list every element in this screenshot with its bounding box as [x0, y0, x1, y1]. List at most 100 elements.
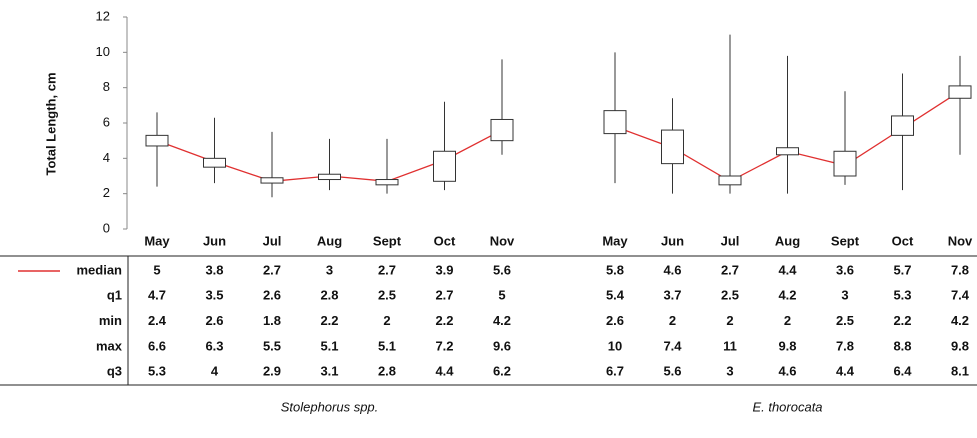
- table-value: 5.8: [606, 262, 624, 277]
- table-value: 5.6: [663, 364, 681, 379]
- table-value: 6.7: [606, 364, 624, 379]
- table-value: 2: [784, 313, 791, 328]
- table-value: 2.9: [263, 364, 281, 379]
- x-tick-label: Jul: [721, 233, 740, 248]
- box: [661, 129, 684, 165]
- table-value: 5.3: [148, 364, 166, 379]
- table-value: 5.1: [320, 338, 338, 353]
- table-value: 10: [608, 338, 622, 353]
- table-value: 2.6: [205, 313, 223, 328]
- table-value: 5: [498, 288, 505, 303]
- x-tick-label: Oct: [892, 233, 914, 248]
- row-label: min: [99, 313, 122, 328]
- table-value: 4.2: [493, 313, 511, 328]
- table-value: 3.1: [320, 364, 338, 379]
- y-tick-label: 6: [103, 114, 110, 129]
- table-value: 3.6: [836, 262, 854, 277]
- table-value: 3: [726, 364, 733, 379]
- table-value: 5.3: [893, 288, 911, 303]
- table-value: 2.7: [435, 288, 453, 303]
- table-value: 9.8: [778, 338, 796, 353]
- table-value: 4.2: [778, 288, 796, 303]
- table-value: 3.5: [205, 288, 223, 303]
- table-value: 2: [669, 313, 676, 328]
- box: [776, 147, 799, 156]
- box: [948, 85, 972, 99]
- table-value: 7.2: [435, 338, 453, 353]
- y-tick-label: 10: [96, 44, 110, 59]
- x-tick-label: Oct: [434, 233, 456, 248]
- table-value: 2.8: [320, 288, 338, 303]
- table-value: 4: [211, 364, 219, 379]
- table-value: 2: [726, 313, 733, 328]
- table-value: 3.8: [205, 262, 223, 277]
- box: [891, 115, 914, 136]
- table-value: 2.4: [148, 313, 167, 328]
- x-tick-label: May: [144, 233, 170, 248]
- group-label: E. thorocata: [752, 399, 822, 414]
- y-tick-label: 0: [103, 220, 110, 235]
- table-value: 6.6: [148, 338, 166, 353]
- table-value: 4.4: [435, 364, 454, 379]
- table-value: 4.2: [951, 313, 969, 328]
- box: [318, 173, 341, 181]
- table-value: 2.5: [836, 313, 854, 328]
- x-tick-label: May: [602, 233, 628, 248]
- table-value: 2.6: [606, 313, 624, 328]
- x-tick-label: Aug: [775, 233, 800, 248]
- table-value: 7.4: [663, 338, 682, 353]
- box: [433, 150, 456, 182]
- table-value: 2.8: [378, 364, 396, 379]
- table-value: 5: [153, 262, 160, 277]
- table-value: 4.6: [663, 262, 681, 277]
- box: [718, 175, 742, 186]
- table-value: 11: [723, 338, 737, 353]
- row-label: q1: [107, 288, 122, 303]
- x-tick-label: Nov: [948, 233, 973, 248]
- table-value: 3: [326, 262, 333, 277]
- row-label: q3: [107, 364, 122, 379]
- table-value: 6.2: [493, 364, 511, 379]
- table-value: 2.2: [435, 313, 453, 328]
- table-value: 4.4: [778, 262, 797, 277]
- box: [490, 118, 514, 142]
- x-tick-label: Aug: [317, 233, 342, 248]
- table-value: 1.8: [263, 313, 281, 328]
- row-label: median: [76, 262, 122, 277]
- x-tick-label: Jun: [661, 233, 684, 248]
- table-value: 9.8: [951, 338, 969, 353]
- table-value: 2.2: [893, 313, 911, 328]
- box: [603, 110, 627, 135]
- table-value: 5.5: [263, 338, 281, 353]
- y-tick-label: 4: [103, 150, 110, 165]
- group-label: Stolephorus spp.: [281, 399, 379, 414]
- table-value: 2.2: [320, 313, 338, 328]
- box: [375, 179, 399, 186]
- table-value: 2.7: [378, 262, 396, 277]
- table-value: 4.7: [148, 288, 166, 303]
- row-label: max: [96, 338, 123, 353]
- table-value: 7.4: [951, 288, 970, 303]
- table-value: 6.4: [893, 364, 912, 379]
- table-value: 3: [841, 288, 848, 303]
- table-value: 4.4: [836, 364, 855, 379]
- table-value: 5.1: [378, 338, 396, 353]
- y-axis-label: Total Length, cm: [43, 72, 58, 175]
- table-value: 2.7: [721, 262, 739, 277]
- table-value: 5.6: [493, 262, 511, 277]
- table-value: 5.7: [893, 262, 911, 277]
- table-value: 3.7: [663, 288, 681, 303]
- y-tick-label: 8: [103, 79, 110, 94]
- x-tick-label: Sept: [373, 233, 402, 248]
- x-tick-label: Sept: [831, 233, 860, 248]
- table-value: 2: [383, 313, 390, 328]
- table-value: 2.5: [378, 288, 396, 303]
- table-value: 8.8: [893, 338, 911, 353]
- box: [260, 177, 284, 184]
- box: [203, 157, 226, 168]
- table-value: 8.1: [951, 364, 969, 379]
- box: [145, 134, 169, 147]
- x-tick-label: Jun: [203, 233, 226, 248]
- table-value: 7.8: [836, 338, 854, 353]
